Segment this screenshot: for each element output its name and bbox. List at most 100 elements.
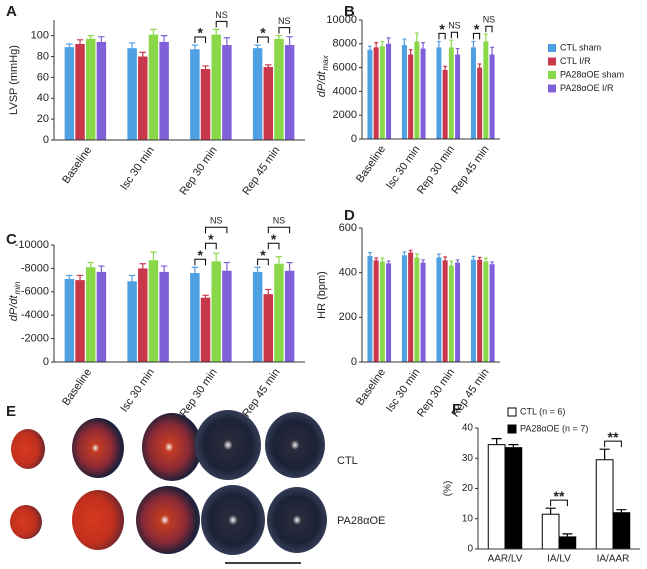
bar <box>477 67 483 139</box>
error-bar <box>368 251 372 256</box>
bar <box>64 47 75 141</box>
y-tick-label: -10000 <box>15 239 49 251</box>
significance-label: ** <box>554 488 565 504</box>
bar <box>138 268 148 362</box>
y-tick-label: 600 <box>339 222 357 234</box>
y-tick-label: -8000 <box>21 262 49 274</box>
significance-bracket <box>450 31 459 39</box>
error-bar <box>87 35 94 39</box>
significance-bracket <box>194 258 207 266</box>
bar <box>159 271 169 362</box>
slice <box>267 487 327 553</box>
y-tick-label: 20 <box>37 113 49 125</box>
significance-bracket <box>205 242 217 250</box>
bar <box>190 273 200 362</box>
slice <box>136 486 200 554</box>
bar <box>75 280 85 362</box>
bar <box>200 297 211 362</box>
error-bar <box>213 252 220 262</box>
y-tick-label: 80 <box>37 50 49 62</box>
error-bar <box>160 35 168 42</box>
y-tick-label: 40 <box>462 423 474 434</box>
bar <box>284 45 295 140</box>
legend-label: PA28αOE (n = 7) <box>520 423 588 433</box>
error-bar <box>76 274 84 281</box>
y-tick-label: 100 <box>31 30 49 42</box>
significance-bracket <box>550 499 568 507</box>
y-tick-label: 0 <box>43 356 49 368</box>
bar <box>612 512 631 550</box>
significance-label: NS <box>448 21 461 31</box>
y-label-text: LVSP (mmHg) <box>8 45 20 115</box>
legend-swatch <box>548 71 556 79</box>
error-bar <box>223 37 231 46</box>
error-bar <box>562 533 573 537</box>
y-label: HR (bpm) <box>316 271 328 319</box>
significance-bracket <box>257 258 269 266</box>
error-bar <box>202 294 209 298</box>
bar <box>442 69 448 139</box>
bar <box>408 252 414 362</box>
bar <box>148 34 159 140</box>
error-bar <box>386 37 391 44</box>
bar <box>420 262 426 362</box>
bar <box>252 271 263 362</box>
error-bar <box>275 256 283 264</box>
significance-bracket <box>438 32 446 40</box>
significance-label: * <box>260 247 266 263</box>
significance-label: * <box>439 21 445 37</box>
y-tick-label: 6000 <box>333 62 357 74</box>
bar <box>127 281 137 362</box>
bar <box>263 294 274 362</box>
error-bar <box>150 251 157 261</box>
y-tick-label: 60 <box>37 71 49 83</box>
bar <box>455 262 461 362</box>
bar <box>414 257 420 362</box>
y-tick-label: 8000 <box>333 38 357 50</box>
error-bar <box>160 265 168 272</box>
slice <box>201 485 265 555</box>
significance-bracket <box>215 20 228 28</box>
y-label-text: HR (bpm) <box>316 271 328 319</box>
x-tick-label: Isc 30 min <box>384 144 423 192</box>
significance-label: * <box>271 231 277 247</box>
legend-label: CTL (n = 6) <box>520 406 565 416</box>
panel-letter: D <box>344 207 355 224</box>
bar <box>386 43 392 139</box>
slice <box>72 418 124 478</box>
error-bar <box>139 263 146 269</box>
error-bar <box>471 40 476 48</box>
error-bar <box>275 35 283 39</box>
y-tick-label: 0 <box>467 544 473 555</box>
error-bar <box>374 257 379 261</box>
significance-bracket <box>472 32 481 40</box>
bar <box>138 56 148 140</box>
x-tick-label: Baseline <box>60 367 94 408</box>
heart-slices <box>10 410 327 564</box>
bar <box>483 41 489 139</box>
error-bar <box>76 39 84 44</box>
error-bar <box>483 33 488 42</box>
y-tick-label: 40 <box>37 92 49 104</box>
x-tick-label: Isc 30 min <box>118 145 157 193</box>
error-bar <box>437 40 441 48</box>
y-tick-label: 200 <box>339 311 357 323</box>
x-tick-label: Isc 30 min <box>384 367 423 415</box>
error-bar <box>254 44 261 49</box>
error-bar <box>374 42 379 48</box>
legend-label: CTL I/R <box>560 56 591 66</box>
bar <box>414 41 420 139</box>
bar <box>386 263 392 362</box>
error-bar <box>139 51 146 57</box>
bar <box>595 459 614 550</box>
bar <box>274 263 284 362</box>
y-tick-label: 10 <box>462 513 474 524</box>
y-label-sub: max <box>321 54 330 70</box>
y-label-text: dP/dt <box>8 295 20 322</box>
slice <box>10 505 42 539</box>
slice <box>265 412 325 478</box>
significance-label: * <box>474 21 480 37</box>
error-bar <box>437 253 441 258</box>
y-tick-label: 0 <box>43 134 49 146</box>
bar <box>85 38 96 140</box>
